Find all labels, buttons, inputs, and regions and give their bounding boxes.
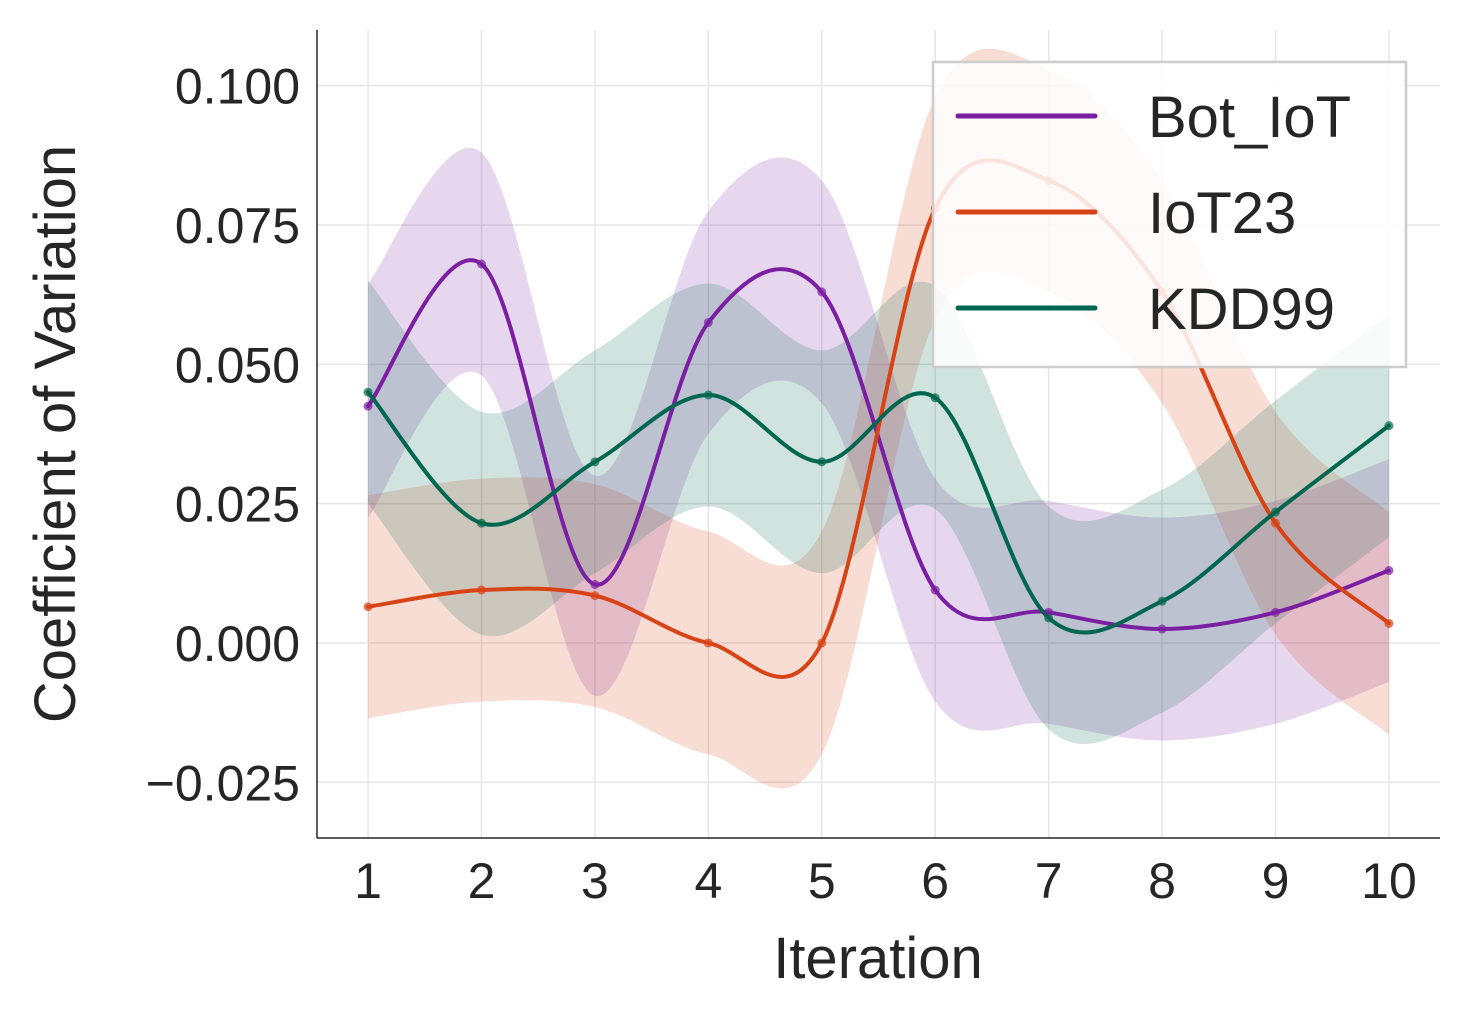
legend-label-iot23: IoT23 [1148, 181, 1296, 246]
point-bot-iot [817, 287, 827, 297]
point-bot-iot [476, 259, 486, 269]
point-kdd99 [1044, 613, 1054, 623]
x-tick-label: 6 [921, 853, 949, 909]
line-iot23 [366, 158, 1391, 679]
point-kdd99 [1271, 507, 1281, 517]
x-tick-label: 7 [1035, 853, 1063, 909]
point-kdd99 [703, 390, 713, 400]
point-iot23 [817, 638, 827, 648]
point-bot-iot [1271, 607, 1281, 617]
x-tick-label: 4 [694, 853, 722, 909]
x-axis-label: Iteration [773, 926, 983, 991]
legend-items: Bot_IoT IoT23 KDD99 [955, 85, 1351, 342]
point-kdd99 [363, 387, 373, 397]
point-bot-iot [590, 579, 600, 589]
y-tick-label: 0.100 [175, 59, 300, 115]
legend: Bot_IoT IoT23 KDD99 [931, 60, 1408, 369]
point-iot23 [703, 638, 713, 648]
x-tick-label: 3 [581, 853, 609, 909]
legend-label-bot-iot: Bot_IoT [1148, 85, 1351, 150]
point-bot-iot [363, 401, 373, 411]
line-kdd99 [366, 390, 1391, 635]
point-kdd99 [1384, 421, 1394, 431]
point-iot23 [363, 602, 373, 612]
point-bot-iot [1157, 624, 1167, 634]
x-tick-label: 8 [1148, 853, 1176, 909]
point-kdd99 [1157, 596, 1167, 606]
point-bot-iot [1384, 566, 1394, 576]
x-tick-label: 5 [808, 853, 836, 909]
point-iot23 [1384, 618, 1394, 628]
axes [316, 30, 1440, 839]
point-kdd99 [476, 518, 486, 528]
x-tick-label: 10 [1361, 853, 1417, 909]
point-iot23 [590, 591, 600, 601]
y-tick-labels: −0.025 0.000 0.025 0.050 0.075 0.100 [146, 59, 300, 812]
legend-label-kdd99: KDD99 [1148, 277, 1335, 342]
y-tick-label: 0.075 [175, 198, 300, 254]
y-axis-label: Coefficient of Variation [23, 145, 88, 723]
point-kdd99 [590, 457, 600, 467]
x-tick-label: 9 [1262, 853, 1290, 909]
x-tick-label: 1 [354, 853, 382, 909]
point-kdd99 [930, 393, 940, 403]
y-tick-label: 0.000 [175, 616, 300, 672]
point-iot23 [1271, 518, 1281, 528]
y-tick-label: 0.050 [175, 337, 300, 393]
point-bot-iot [703, 318, 713, 328]
x-tick-label: 2 [468, 853, 496, 909]
point-iot23 [476, 585, 486, 595]
point-bot-iot [930, 585, 940, 595]
x-tick-labels: 1 2 3 4 5 6 7 8 9 10 [354, 853, 1417, 909]
y-tick-label: −0.025 [146, 755, 300, 811]
y-tick-label: 0.025 [175, 477, 300, 533]
point-kdd99 [817, 457, 827, 467]
